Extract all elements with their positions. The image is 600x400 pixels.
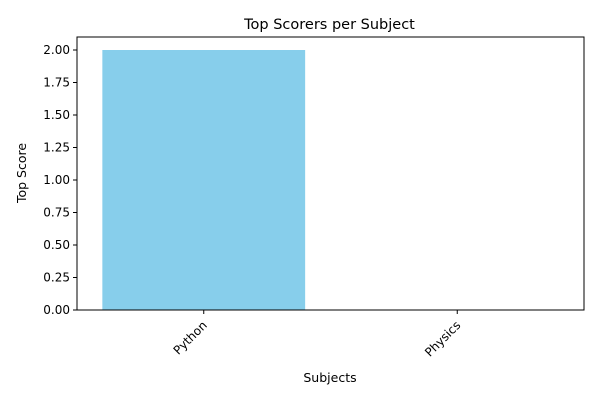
- chart-title: Top Scorers per Subject: [243, 17, 415, 33]
- y-axis-ticks: 0.00 0.25 0.50 0.75 1.00 1.25 1.50 1.75 2.00: [43, 43, 77, 317]
- bars-group: [102, 50, 306, 310]
- y-tick-label: 0.25: [43, 271, 70, 285]
- y-tick-label: 1.00: [43, 173, 70, 187]
- y-tick-label: 0.75: [43, 206, 70, 220]
- y-tick-label: 1.25: [43, 141, 70, 155]
- y-tick-label: 1.75: [43, 76, 70, 90]
- y-tick-label: 1.50: [43, 108, 70, 122]
- plot-frame: [76, 36, 585, 311]
- y-axis-label: Top Score: [14, 143, 29, 204]
- y-tick-label: 0.50: [43, 238, 70, 252]
- y-tick-label: 0.00: [43, 303, 70, 317]
- bar-python: [102, 50, 306, 310]
- y-tick-label: 2.00: [43, 43, 70, 57]
- x-axis-label: Subjects: [303, 370, 356, 385]
